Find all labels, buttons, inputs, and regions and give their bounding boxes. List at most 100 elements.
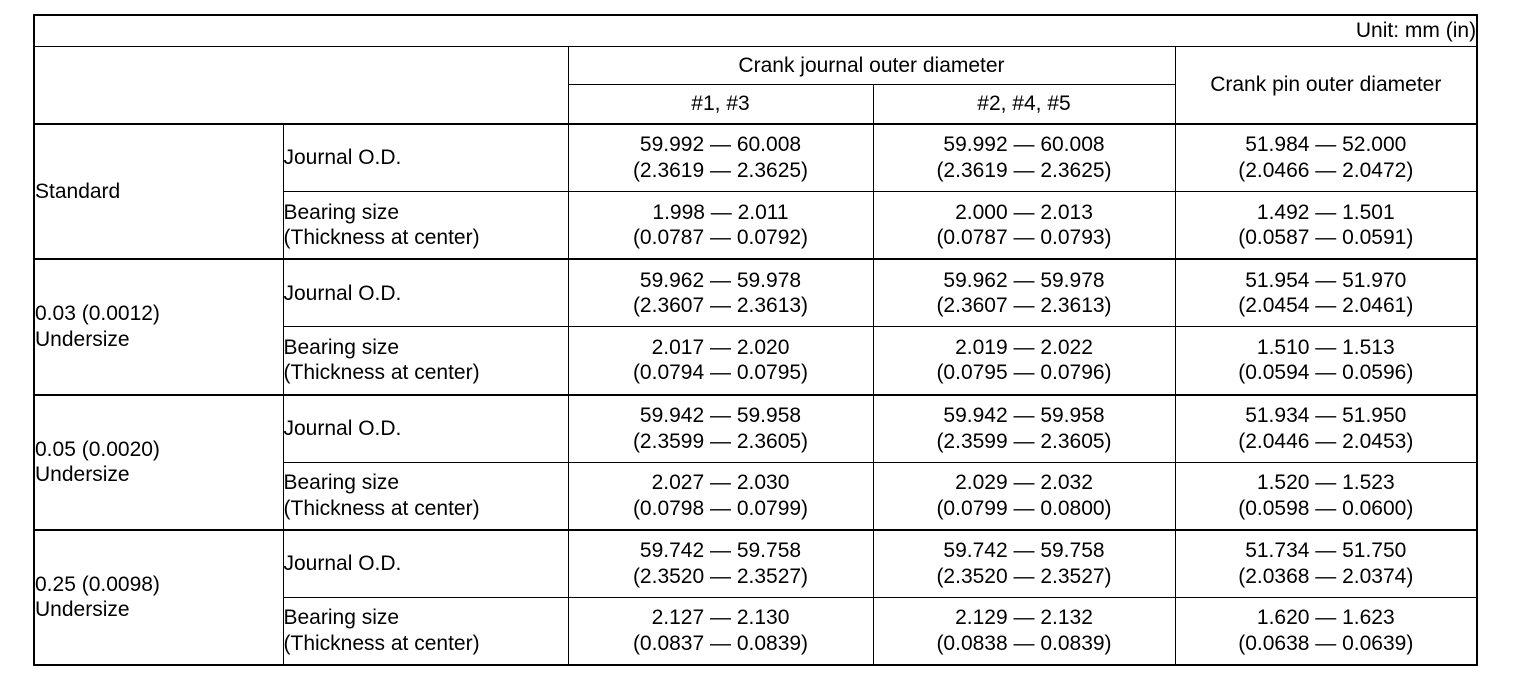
value-mm: 59.942 — 59.958 [943,403,1105,427]
measure-line: (Thickness at center) [283,226,480,250]
value-journal13-bearing-2: 2.027 — 2.030 (0.0798 — 0.0799) [567,461,874,531]
table-row: 0.25 (0.0098) Undersize Journal O.D. 59.… [33,528,1478,666]
category-cell-3: 0.25 (0.0098) Undersize [33,528,284,666]
value-pin-od-1: 51.954 — 51.970 (2.0454 — 2.0461) [1174,258,1478,328]
value-journal13-od-0: 59.992 — 60.008 (2.3619 — 2.3625) [567,123,874,193]
value-mm: 59.942 — 59.958 [639,403,802,427]
value-mm: 2.017 — 2.020 [651,335,790,359]
value-journal13-bearing-0: 1.998 — 2.011 (0.0787 — 0.0792) [567,191,874,260]
header-crank-pin-group: Crank pin outer diameter [1174,46,1478,125]
value-journal13-bearing-1: 2.017 — 2.020 (0.0794 — 0.0795) [567,326,874,395]
measure-label-bearing-size-3: Bearing size (Thickness at center) [282,596,569,666]
value-mm: 59.742 — 59.758 [639,539,802,563]
category-line-1: Standard [35,179,121,203]
header-sub-row: #1, #3 #2, #4, #5 [34,84,1477,125]
table-row: Bearing size (Thickness at center) 1.998… [34,191,1478,260]
value-in: (0.0799 — 0.0800) [936,496,1112,520]
value-in: (2.0454 — 2.0461) [1238,294,1414,318]
measure-line: Journal O.D. [283,416,402,440]
value-mm: 1.998 — 2.011 [652,200,789,224]
header-group-row: Crank journal outer diameter Crank pin o… [33,46,1478,125]
value-mm: 59.962 — 59.978 [639,268,802,292]
value-pin-od-0: 51.984 — 52.000 (2.0466 — 2.0472) [1174,123,1478,193]
measure-line: (Thickness at center) [283,631,480,655]
value-mm: 51.934 — 51.950 [1245,403,1407,427]
value-in: (2.3619 — 2.3625) [936,159,1112,183]
measure-line: (Thickness at center) [283,361,480,385]
category-line-2: Undersize [35,327,130,351]
header-crank-journal-group: Crank journal outer diameter [567,46,1176,85]
value-in: (2.3520 — 2.3527) [632,564,809,588]
value-journal13-od-3: 59.742 — 59.758 (2.3520 — 2.3527) [567,528,874,598]
value-mm: 59.992 — 60.008 [639,133,802,157]
value-pin-od-2: 51.934 — 51.950 (2.0446 — 2.0453) [1174,393,1478,463]
value-in: (2.3607 — 2.3613) [632,294,809,318]
measure-line: Journal O.D. [283,146,402,170]
measure-line: (Thickness at center) [283,496,480,520]
value-in: (2.3599 — 2.3605) [936,429,1112,453]
value-mm: 1.492 — 1.501 [1256,200,1395,224]
value-journal13-od-2: 59.942 — 59.958 (2.3599 — 2.3605) [567,393,874,463]
header-journal-1-3: #1, #3 [567,84,874,125]
table-row: Bearing size (Thickness at center) 2.127… [34,596,1478,666]
category-cell-0: Standard [33,122,284,260]
category-line-1: 0.25 (0.0098) [35,572,160,596]
value-mm: 51.984 — 52.000 [1245,133,1407,157]
measure-label-bearing-size-1: Bearing size (Thickness at center) [282,326,569,395]
category-line-2: Undersize [35,598,130,622]
value-in: (0.0587 — 0.0591) [1238,226,1414,250]
value-mm: 2.019 — 2.022 [955,335,1093,359]
category-line-1: 0.03 (0.0012) [35,302,160,326]
table-row: Bearing size (Thickness at center) 2.027… [34,461,1478,531]
value-journal245-bearing-2: 2.029 — 2.032 (0.0799 — 0.0800) [872,461,1176,531]
value-mm: 2.029 — 2.032 [955,471,1093,495]
value-in: (0.0598 — 0.0600) [1238,496,1414,520]
value-in: (0.0787 — 0.0793) [936,226,1112,250]
measure-line: Bearing size [283,200,400,224]
value-mm: 51.734 — 51.750 [1245,539,1407,563]
value-in: (0.0795 — 0.0796) [936,361,1112,385]
category-line-1: 0.05 (0.0020) [35,437,160,461]
value-mm: 59.962 — 59.978 [943,268,1105,292]
value-journal245-od-3: 59.742 — 59.758 (2.3520 — 2.3527) [872,528,1176,598]
category-cell-1: 0.03 (0.0012) Undersize [33,258,284,396]
value-journal245-bearing-1: 2.019 — 2.022 (0.0795 — 0.0796) [872,326,1176,395]
value-journal245-bearing-3: 2.129 — 2.132 (0.0838 — 0.0839) [872,596,1176,666]
value-journal245-od-0: 59.992 — 60.008 (2.3619 — 2.3625) [872,123,1176,193]
value-mm: 2.129 — 2.132 [955,606,1093,630]
value-pin-bearing-1: 1.510 — 1.513 (0.0594 — 0.0596) [1174,326,1478,395]
value-in: (2.0466 — 2.0472) [1238,159,1414,183]
measure-label-journal-od-1: Journal O.D. [282,258,569,328]
measure-label-journal-od-0: Journal O.D. [282,123,569,193]
category-line-2: Undersize [35,463,130,487]
measure-line: Bearing size [283,471,400,495]
specification-table-sheet: Unit: mm (in) Crank journal outer diamet… [33,14,1479,666]
value-mm: 1.520 — 1.523 [1256,471,1395,495]
value-journal13-bearing-3: 2.127 — 2.130 (0.0837 — 0.0839) [567,596,874,666]
measure-line: Journal O.D. [283,552,402,575]
table-row: Bearing size (Thickness at center) 2.017… [34,326,1478,395]
value-in: (0.0794 — 0.0795) [632,361,809,385]
value-in: (2.3619 — 2.3625) [632,159,809,183]
measure-line: Bearing size [283,335,400,359]
table-row: 0.03 (0.0012) Undersize Journal O.D. 59.… [33,258,1478,396]
value-in: (0.0594 — 0.0596) [1238,361,1414,385]
value-in: (0.0838 — 0.0839) [936,631,1112,655]
value-in: (0.0837 — 0.0839) [632,631,809,655]
value-mm: 2.000 — 2.013 [955,200,1093,224]
value-pin-bearing-0: 1.492 — 1.501 (0.0587 — 0.0591) [1174,191,1478,260]
value-pin-od-3: 51.734 — 51.750 (2.0368 — 2.0374) [1174,528,1478,598]
value-journal245-od-1: 59.962 — 59.978 (2.3607 — 2.3613) [872,258,1176,328]
value-pin-bearing-2: 1.520 — 1.523 (0.0598 — 0.0600) [1174,461,1478,531]
table-row: Standard Journal O.D. 59.992 — 60.008 (2… [33,122,1478,260]
measure-label-journal-od-2: Journal O.D. [282,393,569,463]
value-in: (0.0638 — 0.0639) [1238,631,1414,655]
value-mm: 2.127 — 2.130 [651,606,790,630]
value-mm: 59.992 — 60.008 [943,133,1105,157]
value-mm: 1.620 — 1.623 [1256,606,1395,630]
value-in: (2.3599 — 2.3605) [632,429,809,453]
crankshaft-specification-table: Unit: mm (in) Crank journal outer diamet… [33,14,1479,666]
value-in: (2.3607 — 2.3613) [936,294,1112,318]
category-cell-2: 0.05 (0.0020) Undersize [33,393,284,531]
value-in: (2.3520 — 2.3527) [936,564,1112,588]
